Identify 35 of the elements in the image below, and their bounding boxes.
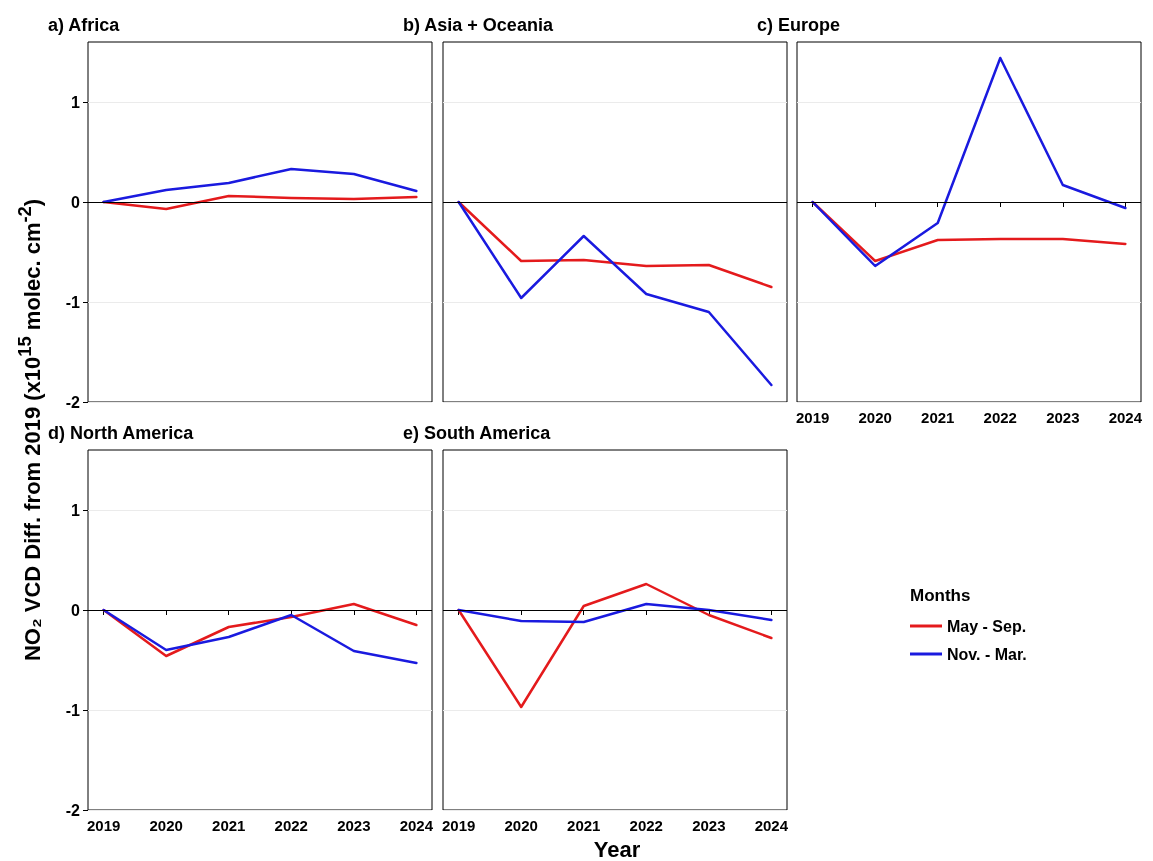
x-axis-title: Year [593,837,641,861]
chart-title: c) Europe [757,15,841,35]
legend-title: Months [910,586,971,605]
x-tick-label: 2021 [212,817,246,834]
x-tick-label: 2023 [692,817,726,834]
y-tick-label: -2 [65,801,81,819]
x-tick-label: 2020 [149,817,183,834]
chart-title: d) North America [48,423,195,443]
x-tick-label: 2019 [795,409,830,426]
chart-title: a) Africa [48,15,121,35]
x-tick-label: 2019 [86,817,121,834]
legend-label: Nov. - Mar. [947,645,1027,663]
x-tick-label: 2019 [441,817,476,834]
y-tick-label: 1 [71,501,81,519]
chart-title: e) South America [403,423,552,443]
x-tick-label: 2021 [921,409,955,426]
x-tick-label: 2024 [399,817,434,834]
x-tick-label: 2024 [1108,409,1143,426]
x-tick-label: 2020 [858,409,892,426]
x-tick-label: 2024 [754,817,789,834]
y-tick-label: 0 [71,193,81,211]
x-tick-label: 2022 [629,817,663,834]
x-tick-label: 2020 [504,817,538,834]
x-tick-label: 2022 [274,817,308,834]
y-tick-label: -1 [65,701,81,719]
x-tick-label: 2023 [1046,409,1080,426]
legend-label: May - Sep. [947,617,1027,635]
chart-title: b) Asia + Oceania [403,15,554,35]
y-tick-label: 1 [71,93,81,111]
x-tick-label: 2023 [337,817,371,834]
y-tick-label: 0 [71,601,81,619]
x-tick-label: 2021 [567,817,601,834]
y-tick-label: -2 [65,393,81,411]
y-tick-label: -1 [65,293,81,311]
x-tick-label: 2022 [983,409,1017,426]
